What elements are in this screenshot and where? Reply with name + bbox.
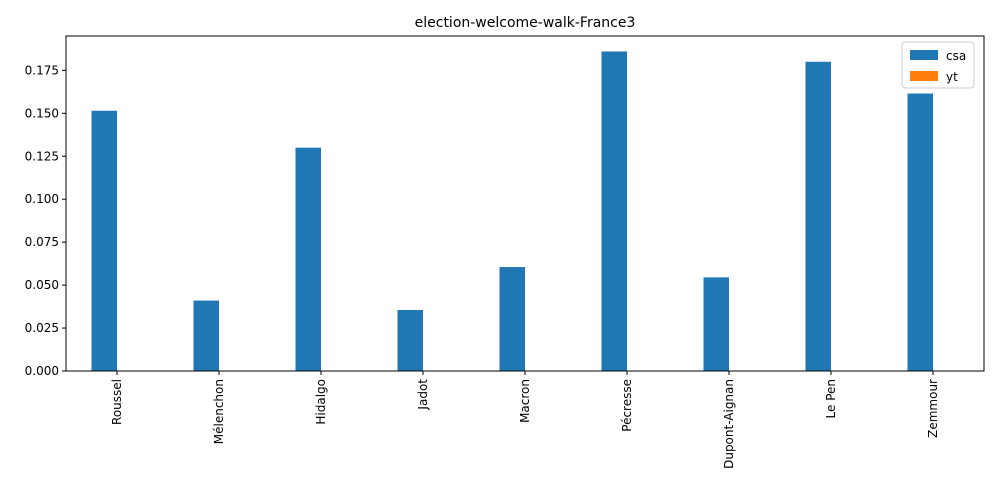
bar-csa-macron <box>499 267 525 371</box>
chart-title: election-welcome-walk-France3 <box>415 15 636 31</box>
legend: csa yt <box>901 41 975 89</box>
y-tick-label: 0.100 <box>25 192 59 206</box>
bar-csa-p-cresse <box>601 51 627 371</box>
x-tick-label: Roussel <box>110 379 124 425</box>
y-tick-label: 0.000 <box>25 364 59 378</box>
x-tick-label: Dupont-Aignan <box>722 379 736 469</box>
bar-csa-le-pen <box>805 61 831 372</box>
x-tick-label: Mélenchon <box>212 379 226 444</box>
legend-swatch-csa <box>910 50 938 60</box>
bar-csa-hidalgo <box>295 147 321 371</box>
y-tick-label: 0.125 <box>25 149 59 163</box>
x-tick-label: Jadot <box>416 379 430 411</box>
y-axis: 0.000 0.025 0.050 0.075 0.100 0.125 0.150 0.175 <box>25 63 66 378</box>
x-tick-label: Pécresse <box>620 379 634 432</box>
bar-csa-jadot <box>397 310 423 371</box>
y-tick-label: 0.050 <box>25 278 59 292</box>
x-axis: Roussel Mélenchon Hidalgo Jadot Macron Pécres… <box>110 371 940 469</box>
legend-swatch-yt <box>910 71 938 81</box>
x-tick-label: Hidalgo <box>314 379 328 425</box>
bar-csa-zemmour <box>907 93 933 372</box>
bar-csa-roussel <box>91 110 117 371</box>
x-tick-label: Le Pen <box>824 379 838 418</box>
x-tick-label: Macron <box>518 379 532 423</box>
bar-csa-m-lenchon <box>193 300 219 371</box>
legend-label-csa: csa <box>946 49 966 63</box>
legend-label-yt: yt <box>946 70 958 84</box>
x-tick-label: Zemmour <box>926 379 940 438</box>
y-tick-label: 0.025 <box>25 321 59 335</box>
y-tick-label: 0.075 <box>25 235 59 249</box>
bar-csa-dupont-aignan <box>703 277 729 371</box>
y-tick-label: 0.175 <box>25 63 59 77</box>
y-tick-label: 0.150 <box>25 106 59 120</box>
plot-area <box>91 51 933 372</box>
